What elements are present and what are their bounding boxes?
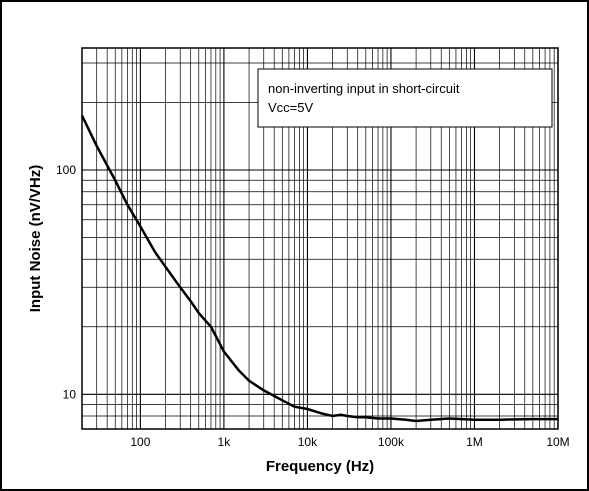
annotation-line-1: non-inverting input in short-circuit	[268, 81, 460, 96]
annotation-box: non-inverting input in short-circuit Vcc…	[257, 68, 553, 128]
x-tick-label: 100k	[378, 435, 405, 449]
x-tick-labels: 100 1k 10k 100k 1M 10M	[130, 435, 569, 449]
x-tick-label: 10M	[546, 435, 569, 449]
y-axis-title: Input Noise (nV/VHz)	[27, 165, 44, 313]
x-tick-label: 1M	[466, 435, 483, 449]
x-tick-label: 100	[130, 435, 150, 449]
x-tick-label: 10k	[298, 435, 318, 449]
annotation-box-border	[257, 68, 553, 128]
minor-grid	[81, 48, 558, 430]
x-tick-label: 1k	[218, 435, 232, 449]
plot-border	[81, 47, 559, 430]
series-line-0	[80, 114, 558, 423]
x-axis-title: Frequency (Hz)	[266, 458, 374, 475]
y-tick-labels: 10 100	[56, 163, 76, 401]
annotation-line-2: Vcc=5V	[268, 100, 313, 115]
y-tick-label: 10	[63, 387, 77, 401]
y-tick-label: 100	[56, 163, 76, 177]
